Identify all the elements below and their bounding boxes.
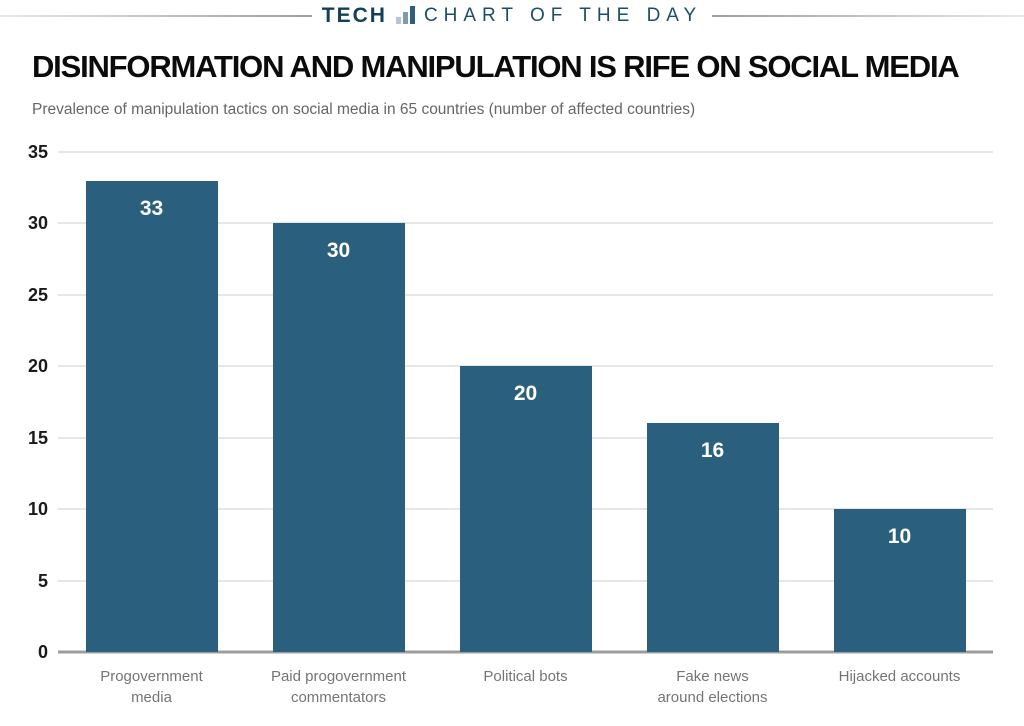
masthead-brand: TECH CHART OF THE DAY bbox=[312, 4, 712, 28]
bar-fake-news-around-elections: 16 bbox=[646, 423, 779, 652]
gridline-35 bbox=[58, 151, 993, 153]
y-tick-label-0: 0 bbox=[37, 642, 48, 662]
bar-hijacked-accounts: 10 bbox=[833, 509, 966, 652]
y-tick-label-20: 20 bbox=[27, 356, 48, 377]
bar-value-fake-news-around-elections: 16 bbox=[700, 439, 725, 463]
gridline-30 bbox=[58, 222, 993, 225]
page-subtitle: Prevalence of manipulation tactics on so… bbox=[32, 101, 696, 118]
y-tick-label-10: 10 bbox=[27, 499, 48, 520]
bar-value-political-bots: 20 bbox=[513, 382, 538, 406]
x-axis-label-political-bots: Political bots bbox=[483, 668, 568, 685]
x-axis-label-paid-progovernment-commentators: Paid progovernment commentators bbox=[270, 668, 407, 706]
bar-value-progovernment-media: 33 bbox=[139, 196, 164, 220]
bar-value-hijacked-accounts: 10 bbox=[887, 525, 912, 549]
bar-paid-progovernment-commentators: 30 bbox=[272, 223, 405, 652]
y-tick-label-5: 5 bbox=[37, 570, 48, 591]
tagline-text: CHART OF THE DAY bbox=[423, 5, 703, 26]
brand-text: TECH bbox=[321, 4, 387, 27]
x-axis-baseline bbox=[58, 650, 993, 654]
y-tick-label-30: 30 bbox=[27, 213, 48, 234]
bar-chart-icon bbox=[395, 6, 415, 24]
gridline-25 bbox=[58, 293, 993, 296]
y-tick-label-15: 15 bbox=[27, 427, 48, 448]
x-axis-label-progovernment-media: Progovernment media bbox=[100, 668, 203, 706]
masthead-rule-right bbox=[712, 15, 1024, 17]
x-axis-label-hijacked-accounts: Hijacked accounts bbox=[838, 668, 961, 685]
masthead: TECH CHART OF THE DAY bbox=[0, 0, 1024, 32]
x-axis-label-fake-news-around-elections: Fake news around elections bbox=[657, 668, 768, 706]
page-title: DISINFORMATION AND MANIPULATION IS RIFE … bbox=[32, 49, 960, 84]
masthead-rule-left bbox=[0, 15, 312, 17]
y-tick-label-35: 35 bbox=[27, 142, 48, 162]
bar-value-paid-progovernment-commentators: 30 bbox=[326, 239, 351, 263]
plot-area: 0 5 10 15 20 25 30 35 33 Progovernment media 30 Paid… bbox=[28, 142, 993, 706]
bar-political-bots: 20 bbox=[459, 366, 592, 652]
y-tick-label-25: 25 bbox=[27, 284, 48, 305]
bar-progovernment-media: 33 bbox=[85, 180, 218, 652]
